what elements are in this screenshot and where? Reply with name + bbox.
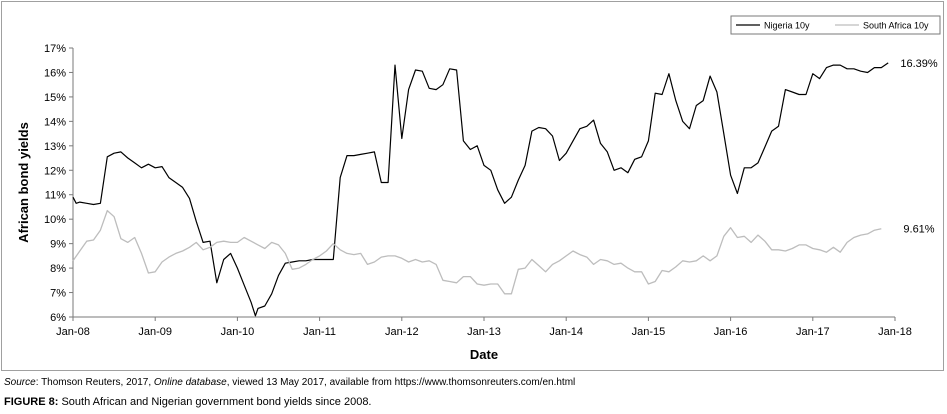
south-africa-10y-line	[72, 209, 882, 295]
y-tick-label: 10%	[44, 214, 66, 226]
y-tick-label: 9%	[50, 239, 66, 251]
figure-caption: FIGURE 8: South African and Nigerian gov…	[4, 396, 372, 408]
end-labels: 16.39% 9.61%	[900, 58, 938, 236]
x-tick-label: Jan-12	[385, 326, 419, 338]
x-tick-label: Jan-14	[549, 326, 583, 338]
figure-caption-text: South African and Nigerian government bo…	[58, 396, 372, 408]
legend-label-nigeria: Nigeria 10y	[764, 21, 810, 31]
x-axis-title: Date	[470, 347, 498, 362]
y-tick-label: 17%	[44, 43, 66, 55]
y-tick-label: 6%	[50, 312, 66, 324]
y-tick-label: 7%	[50, 288, 66, 300]
y-tick-label: 15%	[44, 92, 66, 104]
nigeria-10y-line	[72, 62, 889, 317]
source-text-1: : Thomson Reuters, 2017,	[35, 377, 154, 388]
source-label: Source	[4, 377, 36, 388]
tick-labels: 6% 7% 8% 9% 10% 11% 12% 13% 14% 15% 16% 17% Jan-08 Ja…	[44, 43, 912, 338]
x-tick-label: Jan-16	[714, 326, 748, 338]
y-tick-label: 13%	[44, 141, 66, 153]
y-tick-label: 14%	[44, 116, 66, 128]
south-africa-end-label: 9.61%	[903, 224, 934, 236]
legend: Nigeria 10y South Africa 10y	[730, 15, 941, 35]
y-tick-label: 8%	[50, 263, 66, 275]
y-tick-label: 12%	[44, 165, 66, 177]
figure-label: FIGURE 8:	[4, 396, 59, 408]
source-text-2: , viewed 13 May 2017, available from htt…	[226, 377, 576, 388]
x-tick-label: Jan-17	[796, 326, 830, 338]
nigeria-end-label: 16.39%	[900, 58, 938, 70]
x-tick-label: Jan-08	[56, 326, 90, 338]
series-lines	[72, 62, 889, 317]
legend-label-south-africa: South Africa 10y	[863, 21, 929, 31]
y-axis-title: African bond yields	[16, 122, 31, 243]
x-tick-label: Jan-18	[878, 326, 912, 338]
source-database: Online database	[153, 377, 227, 388]
x-tick-label: Jan-13	[467, 326, 501, 338]
chart-frame: 6% 7% 8% 9% 10% 11% 12% 13% 14% 15% 16% 17% Jan-08 Ja…	[1, 1, 944, 371]
x-tick-label: Jan-09	[138, 326, 172, 338]
bond-yield-chart: 6% 7% 8% 9% 10% 11% 12% 13% 14% 15% 16% 17% Jan-08 Ja…	[16, 15, 941, 362]
y-tick-label: 16%	[44, 67, 66, 79]
y-tick-label: 11%	[45, 190, 66, 202]
x-tick-label: Jan-11	[303, 326, 336, 338]
x-tick-label: Jan-15	[632, 326, 666, 338]
x-tick-label: Jan-10	[221, 326, 255, 338]
source-note: Source: Thomson Reuters, 2017, Online da…	[4, 377, 575, 388]
axes	[69, 47, 896, 321]
